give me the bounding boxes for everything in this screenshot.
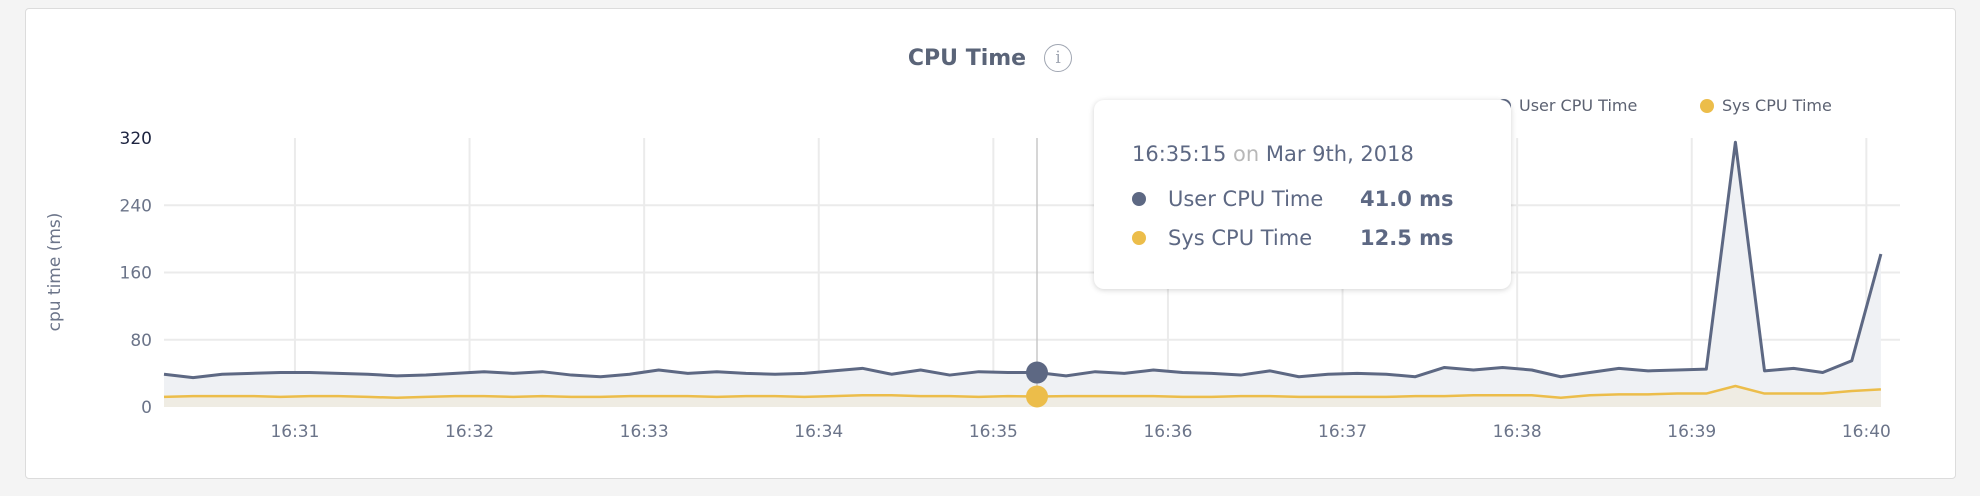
- x-tick-label: 16:33: [620, 422, 669, 442]
- line-sys: [163, 384, 1881, 400]
- y-tick-label: 320: [120, 129, 152, 149]
- x-tick-label: 16:35: [969, 422, 1018, 442]
- x-tick-label: 16:31: [270, 422, 319, 442]
- tooltip-time: 16:35:15: [1132, 142, 1227, 166]
- x-tick-label: 16:37: [1318, 422, 1367, 442]
- tooltip-date: Mar 9th, 2018: [1265, 142, 1414, 166]
- x-tick-label: 16:36: [1143, 422, 1192, 442]
- line-user: [163, 140, 1883, 380]
- tooltip-value-user: 41.0 ms: [1360, 187, 1454, 211]
- tooltip-row-user: User CPU Time 41.0 ms: [1132, 187, 1454, 211]
- y-tick-label: 240: [120, 196, 152, 216]
- legend-item-sys[interactable]: Sys CPU Time: [1700, 96, 1832, 115]
- tooltip-dot-user: [1132, 192, 1146, 206]
- tooltip-timestamp: 16:35:15 on Mar 9th, 2018: [1132, 142, 1414, 166]
- hover-marker-sys: [1026, 385, 1048, 408]
- chart-title: CPU Time i: [0, 44, 1980, 72]
- y-tick-label: 160: [120, 264, 152, 284]
- legend-label-user: User CPU Time: [1519, 96, 1638, 115]
- tooltip-label-user: User CPU Time: [1168, 187, 1324, 211]
- x-tick-label: 16:38: [1493, 422, 1542, 442]
- tooltip-label-sys: Sys CPU Time: [1168, 226, 1313, 250]
- x-tick-label: 16:32: [445, 422, 494, 442]
- tooltip-dot-sys: [1132, 231, 1146, 245]
- legend-item-user[interactable]: User CPU Time: [1497, 96, 1637, 115]
- x-tick-label: 16:34: [794, 422, 843, 442]
- area-user: [164, 142, 1881, 407]
- tooltip-row-sys: Sys CPU Time 12.5 ms: [1132, 226, 1454, 250]
- x-tick-label: 16:40: [1842, 422, 1891, 442]
- info-circle-icon[interactable]: i: [1044, 44, 1073, 72]
- legend-dot-sys: [1700, 98, 1714, 113]
- chart-title-text: CPU Time: [907, 45, 1027, 71]
- tooltip-value-sys: 12.5 ms: [1360, 226, 1454, 250]
- y-axis-title: cpu time (ms): [45, 213, 65, 332]
- tooltip-on: on: [1233, 142, 1260, 166]
- y-tick-label: 80: [130, 331, 152, 351]
- legend-label-sys: Sys CPU Time: [1722, 96, 1832, 115]
- hover-marker-user: [1026, 361, 1048, 384]
- x-tick-label: 16:39: [1667, 422, 1716, 442]
- tooltip: 16:35:15 on Mar 9th, 2018 User CPU Time …: [1094, 100, 1511, 289]
- y-tick-label: 0: [141, 398, 152, 418]
